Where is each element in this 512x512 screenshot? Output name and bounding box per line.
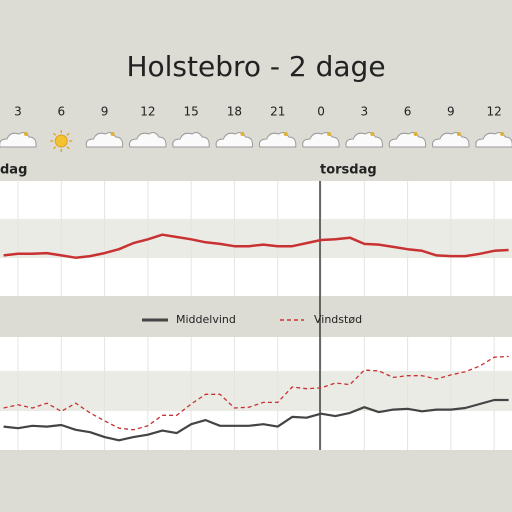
series-line — [3, 398, 509, 442]
sun-ray — [53, 132, 57, 136]
star — [327, 132, 332, 136]
day-label: torsdag — [320, 163, 377, 178]
cloud — [258, 132, 297, 148]
x-tick-label: 0 — [317, 105, 325, 119]
star — [110, 132, 115, 136]
cloud — [432, 132, 470, 148]
star — [370, 132, 375, 136]
x-tick-label: 12 — [140, 105, 155, 119]
cloud — [302, 132, 340, 148]
cloud — [85, 132, 124, 148]
star — [23, 132, 28, 136]
sun-ray — [66, 132, 70, 136]
x-tick-label: 18 — [227, 105, 242, 119]
sun-ray — [66, 146, 70, 150]
sun — [54, 134, 68, 148]
cloud — [129, 132, 167, 148]
weather-icons — [0, 130, 512, 152]
x-tick-label: 9 — [447, 105, 455, 119]
x-tick-label: 6 — [404, 105, 412, 119]
series-line — [3, 233, 509, 259]
x-tick-label: 21 — [270, 105, 285, 119]
sun-ray — [53, 146, 57, 150]
star — [456, 132, 461, 136]
star — [240, 132, 245, 136]
marks — [3, 233, 509, 442]
cloud — [172, 132, 210, 148]
cloud — [388, 132, 427, 148]
x-tick-label: 3 — [14, 105, 22, 119]
star — [500, 132, 505, 136]
cloud — [345, 132, 383, 148]
day-label: dag — [0, 163, 27, 178]
cloud — [0, 132, 37, 148]
cloud — [215, 132, 254, 148]
x-tick-label: 12 — [487, 105, 502, 119]
temp-band — [0, 219, 512, 258]
x-tick-label: 6 — [57, 105, 65, 119]
x-tick-label: 9 — [101, 105, 109, 119]
legend-label: Vindstød — [314, 313, 362, 326]
star — [283, 132, 288, 136]
star — [413, 132, 418, 136]
x-tick-label: 15 — [184, 105, 199, 119]
title: Holstebro - 2 dage — [126, 50, 385, 83]
legend-label: Middelvind — [176, 313, 236, 326]
x-tick-label: 3 — [360, 105, 368, 119]
cloud — [475, 132, 512, 148]
series-line — [3, 355, 509, 431]
